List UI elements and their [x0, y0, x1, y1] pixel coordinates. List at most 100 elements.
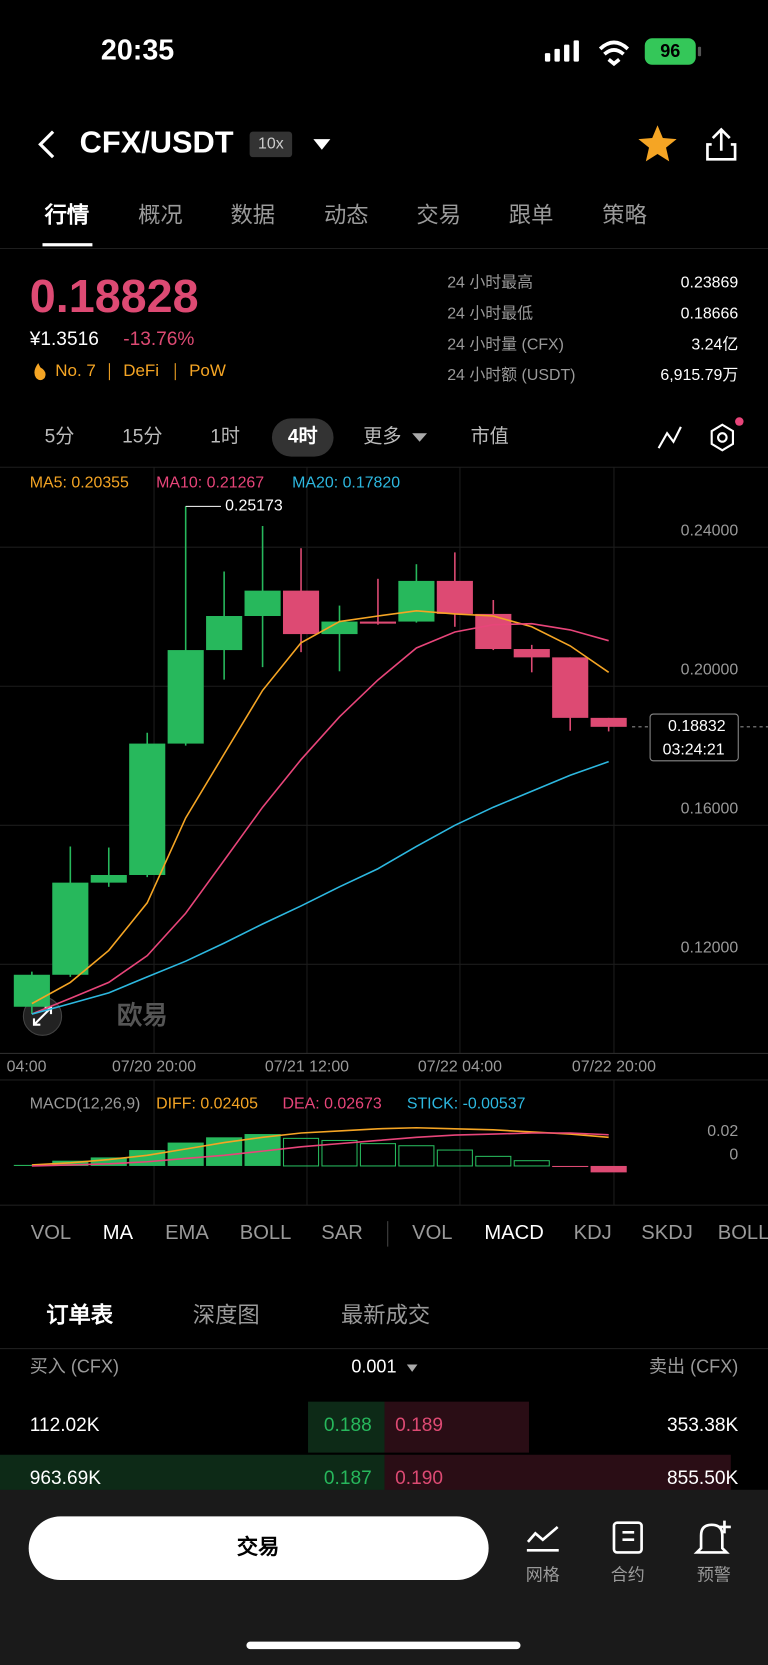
stat-label: 24 小时额 (USDT)	[447, 366, 575, 384]
clock: 20:35	[101, 35, 174, 67]
interval[interactable]: 1时	[210, 426, 240, 448]
settings-button[interactable]	[710, 423, 735, 452]
last-price-box	[649, 713, 739, 762]
battery-cap	[697, 46, 702, 57]
ask-qty: 855.50K	[667, 1468, 738, 1489]
contract-icon-lines	[622, 1530, 635, 1542]
tab[interactable]: 跟单	[509, 203, 554, 228]
legend-entry: DIFF: 0.02405	[156, 1096, 258, 1113]
interval[interactable]: 5分	[45, 426, 75, 448]
indicator[interactable]: BOLL	[718, 1222, 768, 1244]
stat-label: 24 小时最低	[447, 305, 533, 323]
share-button[interactable]	[706, 127, 737, 161]
interval[interactable]: 市值	[471, 426, 509, 448]
alert-icon[interactable]	[693, 1520, 731, 1554]
candle-body	[513, 649, 550, 658]
candle-body	[321, 621, 358, 635]
macd-bar	[321, 1139, 358, 1167]
leverage: 10x	[258, 136, 284, 153]
indicator[interactable]: SKDJ	[641, 1222, 693, 1244]
y-tick-label: 0	[729, 1147, 738, 1164]
indicator[interactable]: MACD	[484, 1222, 543, 1244]
x-tick-label: 07/22 04:00	[418, 1058, 502, 1075]
hot-icon	[34, 363, 46, 381]
orderbook-tab[interactable]: 订单表	[46, 1303, 114, 1328]
indicator[interactable]: BOLL	[240, 1222, 292, 1244]
macd-bar	[475, 1155, 512, 1167]
indicator[interactable]: EMA	[165, 1222, 209, 1244]
legend-entry: MA5: 0.20355	[30, 474, 129, 491]
x-tick-label: 04:00	[7, 1058, 47, 1075]
macd-bar	[90, 1157, 127, 1166]
candle-body	[90, 874, 127, 883]
tab-underline	[42, 243, 93, 247]
high-label: 0.25173	[225, 498, 283, 515]
indicator-button[interactable]	[657, 426, 682, 449]
precision-dropdown[interactable]	[406, 1364, 418, 1372]
back-button[interactable]	[38, 130, 55, 159]
interval[interactable]: 15分	[122, 426, 162, 448]
macd-title: MACD(12,26,9)	[30, 1096, 141, 1113]
y-tick-label: 0.16000	[681, 801, 739, 818]
candle-body	[52, 882, 89, 975]
tab[interactable]: 交易	[416, 203, 461, 228]
ask-price: 0.190	[395, 1468, 443, 1489]
tag: No. 7	[55, 361, 96, 380]
bottom-item[interactable]: 网格	[526, 1565, 560, 1584]
indicator[interactable]: VOL	[31, 1222, 71, 1244]
interval[interactable]: 4时	[288, 426, 318, 448]
notice-dot	[735, 417, 744, 426]
candle-body	[552, 657, 589, 718]
macd-line	[31, 1132, 609, 1167]
cny-price: ¥1.3516	[29, 329, 99, 350]
trade-label[interactable]: 交易	[237, 1534, 279, 1559]
y-tick-label: 0.12000	[681, 940, 739, 957]
interval-selected	[271, 418, 334, 457]
indicator[interactable]: MA	[103, 1222, 134, 1244]
last-price: 0.18828	[30, 270, 199, 322]
indicator[interactable]: SAR	[321, 1222, 362, 1244]
y-tick-label: 0.24000	[681, 522, 739, 539]
legend-entry: MA20: 0.17820	[292, 474, 400, 491]
bid-price: 0.188	[324, 1415, 372, 1436]
battery-level: 96	[660, 41, 680, 61]
favorite-star[interactable]	[638, 125, 677, 162]
more-dropdown[interactable]	[412, 433, 428, 442]
indicator[interactable]: KDJ	[574, 1222, 612, 1244]
x-tick-label: 07/21 12:00	[265, 1058, 349, 1075]
ma-line	[31, 609, 610, 1005]
tab[interactable]: 数据	[231, 203, 276, 228]
macd-bar	[590, 1165, 627, 1173]
stat-label: 24 小时量 (CFX)	[447, 335, 564, 353]
x-tick-label: 07/20 20:00	[112, 1058, 196, 1075]
column-header: 买入 (CFX)	[30, 1356, 119, 1376]
bottom-item[interactable]: 预警	[697, 1565, 731, 1584]
y-tick-label: 0.20000	[681, 662, 739, 679]
candle-body	[436, 580, 473, 614]
indicator[interactable]: VOL	[412, 1222, 452, 1244]
interval[interactable]: 更多	[363, 426, 401, 448]
tab[interactable]: 策略	[602, 203, 647, 228]
countdown: 03:24:21	[663, 741, 725, 758]
pair-dropdown[interactable]	[313, 139, 331, 150]
ma-line	[31, 760, 609, 1015]
trade-button[interactable]	[28, 1516, 489, 1581]
tab[interactable]: 行情	[44, 202, 90, 228]
tab[interactable]: 动态	[324, 203, 369, 228]
watermark: 欧易	[117, 1001, 168, 1030]
bid-qty: 112.02K	[30, 1415, 100, 1436]
tab[interactable]: 概况	[138, 203, 183, 228]
ask-price: 0.189	[395, 1415, 443, 1436]
orderbook-tab[interactable]: 最新成交	[341, 1303, 430, 1328]
bottom-item[interactable]: 合约	[611, 1565, 645, 1584]
grid-icon[interactable]	[526, 1525, 559, 1552]
orderbook-tab[interactable]: 深度图	[193, 1303, 260, 1328]
bid-price: 0.187	[324, 1468, 372, 1489]
precision[interactable]: 0.001	[351, 1356, 396, 1376]
stat-value: 3.24亿	[691, 335, 738, 353]
macd-bar	[552, 1165, 589, 1168]
signal-icon	[544, 40, 579, 62]
contract-icon[interactable]	[612, 1521, 643, 1554]
legend-entry: DEA: 0.02673	[283, 1096, 382, 1113]
tag: PoW	[189, 361, 226, 380]
